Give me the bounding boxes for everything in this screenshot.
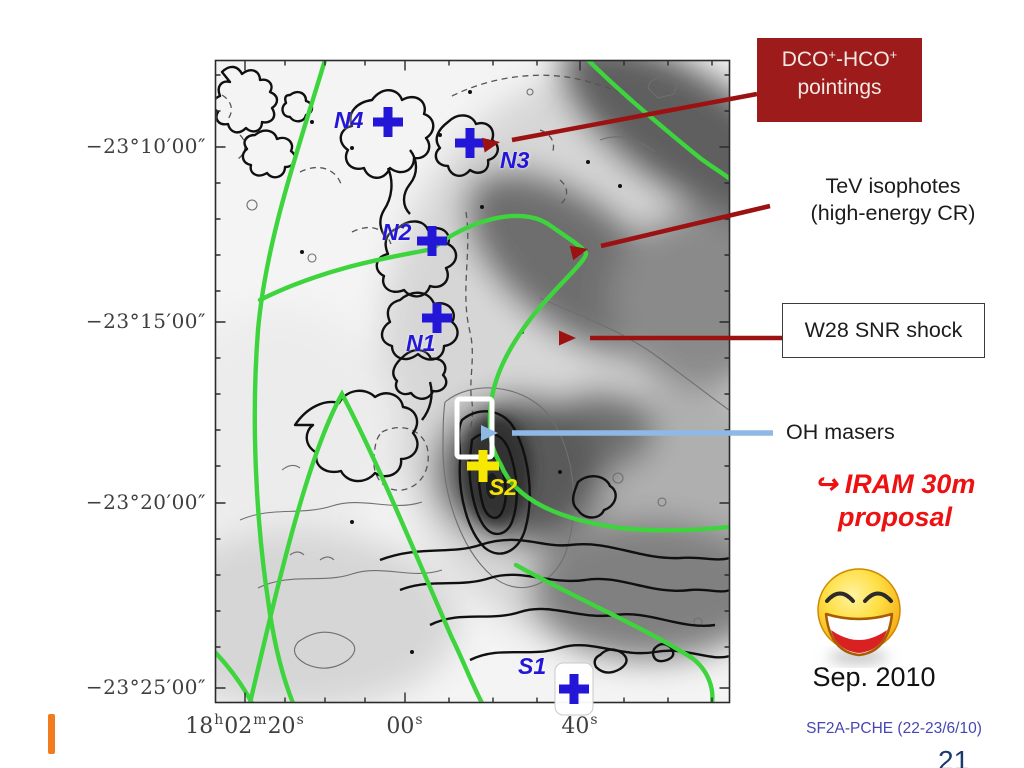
page-number: 21 [938, 745, 970, 768]
pointing-crosses-blue [373, 107, 589, 704]
arrowhead-w28 [559, 330, 576, 346]
dec-axis-label: −23°15′00″ [85, 309, 206, 333]
thin-contour-layer [239, 73, 729, 695]
tev-isophotes-label: TeV isophotes (high-energy CR) [810, 174, 976, 225]
arrow-tev-to-isophote [600, 203, 771, 249]
dec-axis-label: −23°10′00″ [85, 134, 206, 158]
pointing-label-s2: S2 [489, 474, 518, 500]
arrowhead-dco [481, 137, 500, 153]
iram-proposal-note: ↪ IRAM 30m proposal [814, 469, 976, 532]
pointing-cross-n2 [417, 226, 447, 256]
ra-axis-label: 40s [561, 712, 598, 739]
dco-callout-line2: pointings [797, 76, 882, 100]
arrow-dco-to-n3 [511, 91, 758, 143]
pointing-cross-n1 [422, 303, 452, 333]
w28-snr-shock-label: W28 SNR shock [782, 303, 985, 358]
pointing-label-n1: N1 [406, 330, 436, 356]
axis-ticks [215, 60, 730, 703]
arrowhead-tev [569, 245, 588, 261]
dark-red-arrows [511, 91, 783, 341]
pointing-label-n4: N4 [334, 107, 364, 133]
pointing-label-n2: N2 [382, 219, 412, 245]
map-interior [216, 61, 729, 702]
dec-axis-label: −23°25′00″ [85, 675, 206, 699]
pointing-label-s1: S1 [518, 653, 547, 679]
map-frame [214, 59, 731, 704]
thick-contour-layer [216, 65, 729, 674]
pointing-label-n3: N3 [500, 147, 530, 173]
laughing-smiley-icon [817, 568, 901, 663]
pointing-cross-n4 [373, 107, 403, 137]
pointing-cross-s1 [559, 674, 589, 704]
oh-masers-label: OH masers [786, 420, 895, 444]
arrowhead-oh [481, 425, 498, 441]
ra-axis-label: 00s [386, 712, 423, 739]
dec-axis-label: −23°20′00″ [85, 490, 206, 514]
ra-axis-label: 18h02m20s [185, 712, 304, 739]
pointing-cross-n3 [455, 128, 485, 158]
dco-hco-pointings-callout: DCO+-HCO+ pointings [757, 38, 922, 122]
conference-footer: SF2A-PCHE (22-23/6/10) [806, 720, 982, 737]
s2-target-rectangle [454, 396, 495, 460]
slide-accent-bar [48, 714, 55, 754]
pointing-cross-s2 [467, 450, 499, 482]
dco-callout-line1: DCO+-HCO+ [781, 47, 898, 71]
date-label: Sep. 2010 [812, 662, 936, 692]
